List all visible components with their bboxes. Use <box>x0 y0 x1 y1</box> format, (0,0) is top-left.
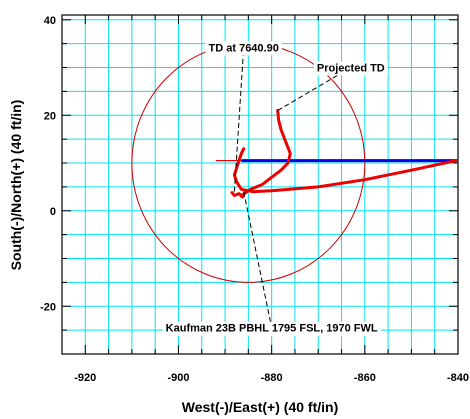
annotation-label: Kaufman 23B PBHL 1795 FSL, 1970 FWL <box>166 323 378 335</box>
y-tick-label: 20 <box>44 110 56 122</box>
annotation-leader <box>243 191 273 328</box>
x-tick-label: -860 <box>354 372 376 384</box>
y-axis-title: South(-)/North(+) (40 ft/in) <box>8 100 24 271</box>
annotation-label-background <box>313 61 388 76</box>
y-tick-label: -20 <box>40 301 56 313</box>
annotation-label: TD at 7640.90 <box>209 42 279 54</box>
wellpath-line-3 <box>230 191 246 199</box>
annotation-leader-layer <box>233 47 352 328</box>
wellpath-line-2 <box>239 109 292 198</box>
wellpath-line-1 <box>232 147 458 194</box>
annotation-leader <box>233 47 245 192</box>
annotation-labels: TD at 7640.90 Projected TD Kaufman 23B PBH… <box>162 41 388 336</box>
annotation-label: Projected TD <box>317 63 385 75</box>
x-axis-title: West(-)/East(+) (40 ft/in) <box>182 399 338 415</box>
x-tick-label: -840 <box>447 372 469 384</box>
tick-labels: -920 -900 -880 -860 -840 -20 0 20 40 <box>40 15 469 384</box>
annotation-label-background <box>205 41 282 56</box>
x-tick-label: -880 <box>261 372 283 384</box>
y-tick-label: 40 <box>44 15 56 27</box>
x-tick-label: -920 <box>74 372 96 384</box>
plot-frame <box>61 14 459 355</box>
x-tick-label: -900 <box>167 372 189 384</box>
wellpath-layer <box>230 109 458 199</box>
tick-marks <box>61 15 459 355</box>
annotation-label-background <box>162 321 381 336</box>
annotation-leader <box>277 67 352 111</box>
y-tick-label: 0 <box>50 206 56 218</box>
